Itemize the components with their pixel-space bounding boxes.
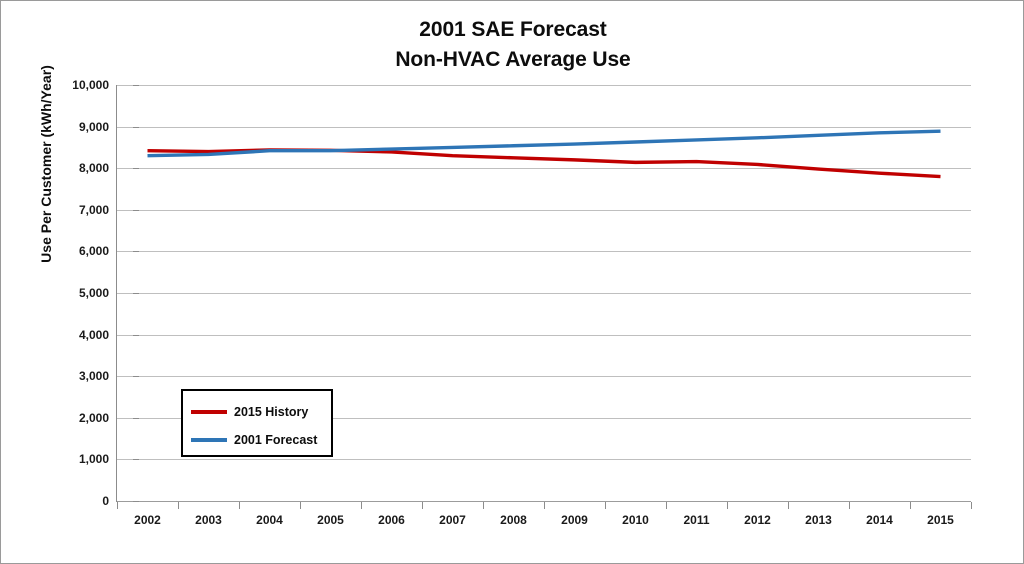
y-axis-tick-label: 5,000 [78,286,109,300]
x-axis-tick-mark [971,502,972,509]
y-axis-tick-label: 3,000 [78,369,109,384]
y-axis-tick-label: 10,000 [72,78,109,92]
x-axis-tick-label: 2007 [439,513,466,527]
legend-swatch-forecast [191,438,227,442]
y-axis-tick-mark [133,251,139,253]
x-axis-tick-mark [117,502,118,509]
gridline [117,417,971,419]
x-axis-tick-label: 2011 [683,513,710,527]
y-axis-tick-mark [133,334,139,336]
chart-legend: 2015 History 2001 Forecast [181,389,333,457]
y-axis-tick-label: 9,000 [78,119,109,134]
y-axis-tick-label: 4,000 [78,327,109,342]
y-axis-tick-label: 7,000 [78,202,109,217]
x-axis-tick-label: 2014 [866,513,893,527]
x-axis-tick-mark [544,502,545,509]
y-axis-tick-mark [133,168,139,170]
x-axis-tick-label: 2005 [317,513,344,527]
x-axis-tick-label: 2009 [561,513,588,527]
y-axis-tick-label: 8,000 [78,161,109,176]
y-axis-tick-label: 1,000 [78,452,109,467]
x-axis-tick-mark [605,502,606,509]
x-axis-tick-mark [300,502,301,509]
x-axis-tick-label: 2006 [378,513,405,527]
x-axis-tick-label: 2010 [622,513,649,527]
gridline [117,126,971,128]
x-axis-tick-mark [422,502,423,509]
gridline [117,168,971,170]
y-axis-tick-mark [133,85,139,86]
legend-label-history: 2015 History [234,405,309,419]
gridline [117,459,971,461]
x-axis-tick-mark [849,502,850,509]
chart-title: 2001 SAE Forecast Non-HVAC Average Use [1,15,1023,75]
y-axis-line [116,85,117,502]
x-axis-tick-mark [788,502,789,509]
x-axis-tick-mark [361,502,362,509]
x-axis-tick-mark [178,502,179,509]
x-axis-tick-mark [239,502,240,509]
x-axis-tick-label: 2008 [500,513,527,527]
y-axis-tick-mark [133,459,139,461]
x-axis-tick-label: 2013 [805,513,832,527]
gridline [117,293,971,294]
y-axis-tick-label: 0 [102,494,109,508]
x-axis-tick-mark [666,502,667,509]
y-axis-tick-mark [133,417,139,419]
x-axis-tick-label: 2015 [927,513,954,527]
x-axis-tick-label: 2012 [744,513,771,527]
y-axis-tick-mark [133,126,139,128]
x-axis-tick-mark [727,502,728,509]
legend-entry-forecast: 2001 Forecast [191,431,317,449]
y-axis-tick-label: 6,000 [78,244,109,259]
legend-entry-history: 2015 History [191,403,308,421]
gridline [117,251,971,253]
x-axis-tick-mark [483,502,484,509]
gridline [117,209,971,211]
x-axis-tick-label: 2003 [195,513,222,527]
chart-title-line-1: 2001 SAE Forecast [419,18,607,41]
gridline [117,85,971,86]
y-axis-tick-labels: 10,000 9,000 8,000 7,000 6,000 5,000 4,000 3,00… [23,1,139,563]
gridline [117,334,971,336]
gridline [117,501,971,502]
chart-title-line-2: Non-HVAC Average Use [395,48,631,71]
legend-label-forecast: 2001 Forecast [234,433,318,447]
legend-swatch-history [191,410,227,414]
gridline [117,376,971,378]
y-axis-tick-label: 2,000 [78,410,109,425]
y-axis-tick-mark [133,209,139,211]
x-axis-tick-label: 2004 [256,513,283,527]
y-axis-tick-mark [133,376,139,378]
y-axis-tick-mark [133,293,139,294]
x-axis-tick-label: 2002 [134,513,161,527]
y-axis-tick-mark [133,501,139,502]
x-axis-tick-mark [910,502,911,509]
